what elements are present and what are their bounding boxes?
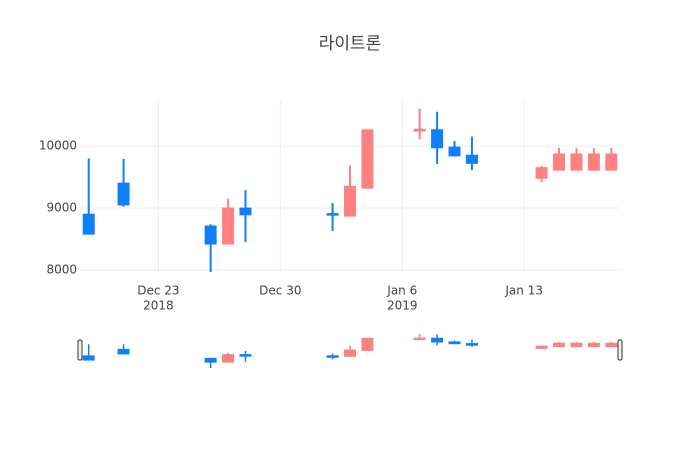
y-tick-label: 10000 <box>39 138 77 152</box>
x-tick-year: 2019 <box>387 299 418 313</box>
candle-body <box>431 129 444 149</box>
range-handle <box>617 339 623 361</box>
candle-body <box>553 342 566 348</box>
candle-body <box>117 182 130 206</box>
x-tick-label: Dec 23 <box>137 284 179 298</box>
candle-body <box>239 354 252 357</box>
candle-body <box>535 345 548 349</box>
candle-body <box>204 357 217 363</box>
candle-body <box>82 355 95 361</box>
candle-body <box>82 213 95 235</box>
candle-body <box>413 337 426 341</box>
x-tick-label: Jan 13 <box>504 284 543 298</box>
chart-title: 라이트론 <box>319 34 382 54</box>
x-tick-year: 2018 <box>143 299 174 313</box>
candle-body <box>570 153 583 171</box>
candle-body <box>344 185 356 217</box>
candle-body <box>117 348 130 355</box>
x-tick-label: Dec 30 <box>259 284 301 298</box>
candle-body <box>605 153 618 171</box>
x-tick-label: Jan 6 <box>386 284 417 298</box>
candle-body <box>448 146 461 157</box>
candle-body <box>431 337 444 343</box>
candle-body <box>344 349 356 357</box>
candle-body <box>465 154 478 164</box>
candle-body <box>535 167 548 179</box>
candle-body <box>361 337 374 351</box>
candle-body <box>239 207 252 216</box>
candle-body <box>448 341 461 345</box>
candle-body <box>587 153 600 171</box>
candle-body <box>587 342 600 348</box>
candle-body <box>222 354 235 363</box>
candle-body <box>570 342 583 348</box>
candle-body <box>553 153 566 171</box>
range-handle <box>77 339 83 361</box>
candle-body <box>204 225 217 245</box>
candle-body <box>326 355 339 358</box>
y-tick-label: 8000 <box>46 263 77 277</box>
candle-body <box>361 129 374 189</box>
candle-body <box>605 342 618 348</box>
candle-body <box>222 207 235 245</box>
candle-body <box>326 213 339 216</box>
candle-body <box>465 343 478 346</box>
y-tick-label: 9000 <box>46 201 77 215</box>
candle-body <box>413 128 426 132</box>
